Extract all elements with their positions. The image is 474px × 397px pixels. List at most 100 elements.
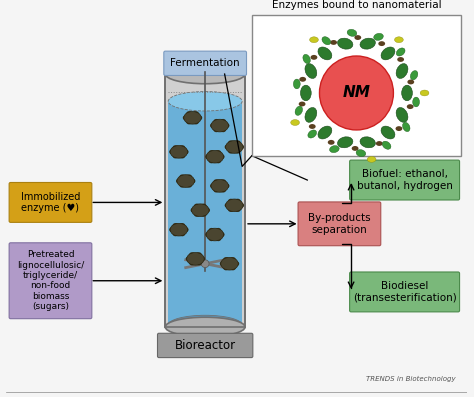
Ellipse shape <box>347 29 357 36</box>
Ellipse shape <box>220 261 226 266</box>
Ellipse shape <box>226 141 243 153</box>
Ellipse shape <box>224 123 229 128</box>
Ellipse shape <box>186 256 191 261</box>
Ellipse shape <box>230 266 236 270</box>
Ellipse shape <box>215 228 221 233</box>
Ellipse shape <box>235 149 241 154</box>
Ellipse shape <box>413 97 419 107</box>
Ellipse shape <box>194 212 200 217</box>
Ellipse shape <box>228 140 234 145</box>
Ellipse shape <box>215 236 221 241</box>
Ellipse shape <box>420 90 429 96</box>
Ellipse shape <box>213 127 219 132</box>
Ellipse shape <box>179 154 185 158</box>
Ellipse shape <box>179 183 185 188</box>
Ellipse shape <box>360 38 375 49</box>
Ellipse shape <box>223 266 229 270</box>
Ellipse shape <box>228 149 234 154</box>
FancyBboxPatch shape <box>9 183 92 222</box>
Ellipse shape <box>318 126 332 139</box>
Ellipse shape <box>173 145 178 150</box>
Ellipse shape <box>213 119 219 124</box>
Ellipse shape <box>186 174 192 179</box>
Ellipse shape <box>210 183 216 188</box>
Ellipse shape <box>402 122 410 131</box>
Ellipse shape <box>352 146 358 151</box>
Text: By-products
separation: By-products separation <box>308 213 371 235</box>
Ellipse shape <box>205 232 211 237</box>
Ellipse shape <box>191 204 209 216</box>
Ellipse shape <box>394 37 403 42</box>
Ellipse shape <box>301 85 311 101</box>
Ellipse shape <box>367 156 376 162</box>
Ellipse shape <box>303 54 310 64</box>
Ellipse shape <box>213 188 219 193</box>
Ellipse shape <box>328 140 335 145</box>
Ellipse shape <box>165 64 245 84</box>
Ellipse shape <box>191 208 196 213</box>
Ellipse shape <box>179 231 185 236</box>
Ellipse shape <box>238 145 244 149</box>
Ellipse shape <box>193 111 199 116</box>
Ellipse shape <box>295 106 302 116</box>
Ellipse shape <box>186 183 192 188</box>
Ellipse shape <box>396 48 405 56</box>
Ellipse shape <box>220 179 226 184</box>
Ellipse shape <box>235 140 241 145</box>
Ellipse shape <box>211 119 228 132</box>
Ellipse shape <box>173 231 178 236</box>
Ellipse shape <box>310 37 319 42</box>
Ellipse shape <box>226 199 243 212</box>
Bar <box>165 74 245 327</box>
Ellipse shape <box>396 108 408 122</box>
Ellipse shape <box>230 257 236 262</box>
Ellipse shape <box>168 92 242 111</box>
Ellipse shape <box>381 47 395 60</box>
Ellipse shape <box>215 150 221 155</box>
Ellipse shape <box>235 207 241 212</box>
Ellipse shape <box>183 149 189 154</box>
Ellipse shape <box>376 141 383 146</box>
Ellipse shape <box>179 174 185 179</box>
Ellipse shape <box>196 261 202 266</box>
Ellipse shape <box>173 154 178 158</box>
Ellipse shape <box>308 130 317 138</box>
Ellipse shape <box>291 119 300 125</box>
Ellipse shape <box>193 119 199 124</box>
FancyBboxPatch shape <box>298 202 381 246</box>
Text: Immobilized
enzyme (♥): Immobilized enzyme (♥) <box>21 192 80 213</box>
FancyBboxPatch shape <box>9 243 92 319</box>
Ellipse shape <box>238 203 244 208</box>
Ellipse shape <box>309 124 316 129</box>
Ellipse shape <box>397 57 404 62</box>
Ellipse shape <box>213 179 219 184</box>
Ellipse shape <box>165 317 245 337</box>
Ellipse shape <box>299 77 306 82</box>
Ellipse shape <box>378 41 385 46</box>
Ellipse shape <box>355 35 361 40</box>
Ellipse shape <box>186 119 192 124</box>
Ellipse shape <box>310 55 318 60</box>
Ellipse shape <box>220 188 226 193</box>
Ellipse shape <box>396 64 408 79</box>
Ellipse shape <box>223 257 229 262</box>
Ellipse shape <box>196 252 202 257</box>
Ellipse shape <box>204 208 210 213</box>
Ellipse shape <box>337 38 353 49</box>
Ellipse shape <box>206 228 224 241</box>
Ellipse shape <box>305 108 317 122</box>
FancyBboxPatch shape <box>350 160 460 200</box>
Ellipse shape <box>176 179 182 183</box>
Text: Pretreated
lignocellulosic/
triglyceride/
non-food
biomass
(sugars): Pretreated lignocellulosic/ triglyceride… <box>17 250 84 311</box>
Ellipse shape <box>183 116 189 120</box>
FancyBboxPatch shape <box>350 272 460 312</box>
Ellipse shape <box>168 315 242 335</box>
Ellipse shape <box>337 137 353 148</box>
Ellipse shape <box>196 116 202 120</box>
Ellipse shape <box>201 212 207 217</box>
Ellipse shape <box>194 204 200 208</box>
Text: Fermentation: Fermentation <box>170 58 240 68</box>
Text: NM: NM <box>343 85 370 100</box>
Ellipse shape <box>225 145 230 149</box>
Ellipse shape <box>356 150 366 157</box>
